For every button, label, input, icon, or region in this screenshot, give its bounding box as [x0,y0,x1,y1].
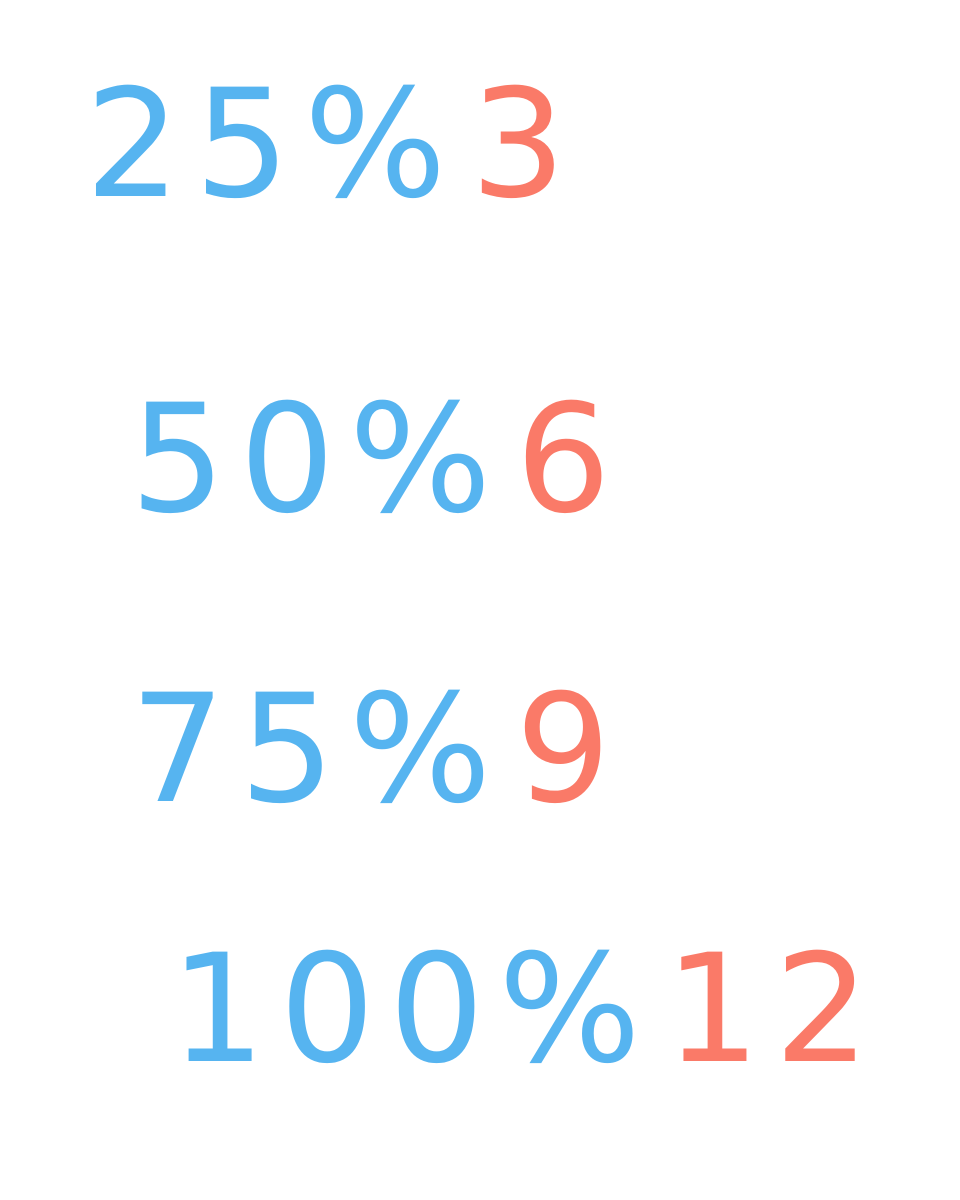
count-text: 12 [664,923,884,1097]
percent-text: 25% [85,58,461,232]
percent-text: 75% [130,663,506,837]
percent-text: 100% [170,923,655,1097]
count-text: 6 [515,373,625,547]
count-text: 3 [470,58,580,232]
handwritten-row: 75% 9 [130,675,625,825]
count-text: 9 [515,663,625,837]
handwritten-row: 50% 6 [130,385,625,535]
percent-text: 50% [130,373,506,547]
handwritten-row: 25% 3 [85,70,580,220]
handwritten-row: 100% 12 [170,935,884,1085]
